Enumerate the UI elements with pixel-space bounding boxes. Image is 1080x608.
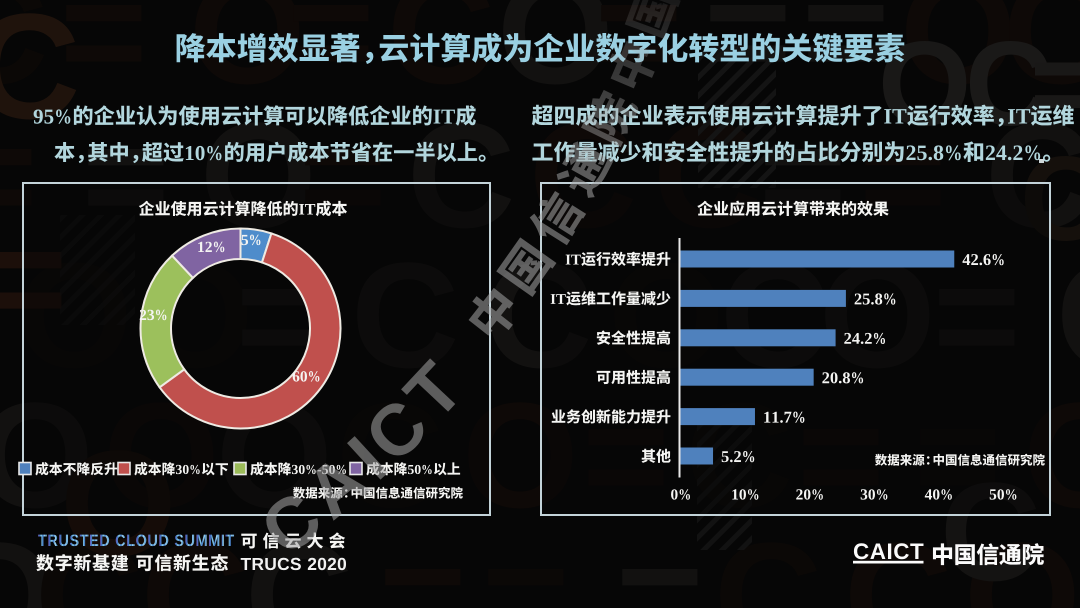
svg-text:C: C <box>965 17 1052 151</box>
svg-text:C: C <box>0 0 48 115</box>
svg-text:=: = <box>379 511 467 608</box>
svg-text:=: = <box>60 0 148 115</box>
svg-text:O: O <box>900 0 1017 115</box>
svg-text:=: = <box>616 511 704 608</box>
svg-text:C: C <box>1003 0 1080 115</box>
svg-text:C: C <box>844 511 952 608</box>
svg-text:=: = <box>1030 17 1080 151</box>
svg-text:O: O <box>497 0 614 115</box>
svg-text:C: C <box>1056 231 1080 399</box>
svg-text:=: = <box>482 511 570 608</box>
svg-text:C: C <box>0 0 80 150</box>
svg-text:O: O <box>964 511 1080 608</box>
